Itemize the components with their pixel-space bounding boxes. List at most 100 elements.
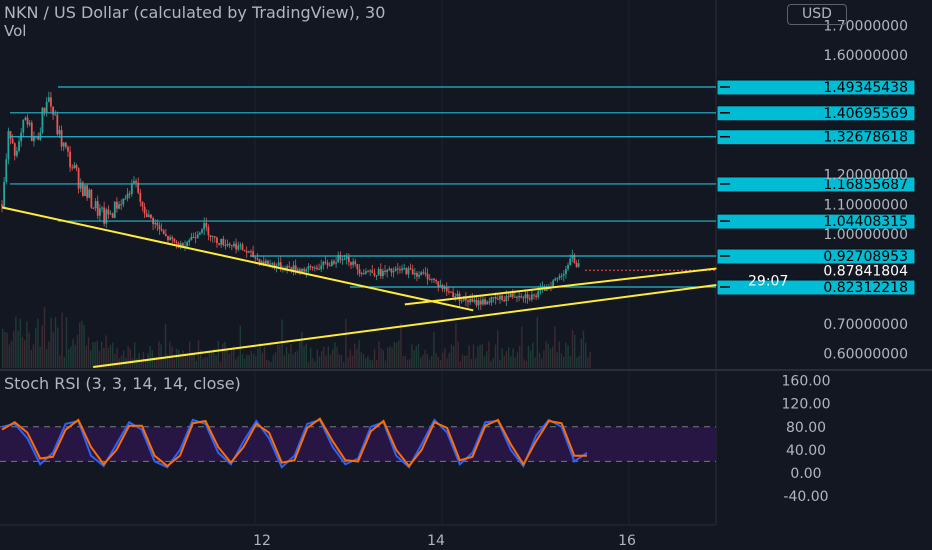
volume-bar [30, 350, 32, 368]
candle-body [220, 238, 223, 245]
volume-bar [63, 356, 65, 368]
volume-bar [512, 348, 514, 368]
volume-bar [325, 355, 327, 368]
candle-body [307, 266, 310, 270]
candle-body [88, 189, 91, 198]
candle-body [471, 298, 474, 302]
candle-body [264, 260, 267, 264]
volume-bar [43, 307, 46, 368]
candle-body [388, 268, 391, 270]
symbol-title[interactable]: NKN / US Dollar (calculated by TradingVi… [4, 3, 386, 22]
candle-body [520, 295, 523, 298]
indicator-axis-tick: 0.00 [790, 466, 821, 482]
volume-bar [585, 342, 587, 368]
volume-bar [479, 344, 481, 368]
candle-body [69, 151, 71, 168]
volume-bar [164, 324, 167, 368]
volume-bar [129, 348, 131, 368]
candle-body [54, 114, 57, 116]
candle-body [420, 272, 423, 275]
volume-bar [21, 336, 24, 368]
candle-body [422, 272, 425, 274]
candle-body [413, 272, 416, 275]
candle-body [218, 243, 220, 245]
volume-bar [257, 348, 259, 368]
candle-body [505, 296, 508, 302]
volume-bar [145, 359, 147, 368]
volume-bar [296, 350, 299, 368]
candle-body [496, 298, 499, 300]
stoch-rsi-label[interactable]: Stoch RSI (3, 3, 14, 14, close) [4, 374, 241, 393]
candle-body [96, 201, 99, 216]
volume-bar [180, 353, 182, 368]
volume-bar [87, 337, 90, 368]
candle-body [28, 122, 31, 125]
volume-bar [569, 356, 571, 368]
volume-bar [156, 356, 158, 368]
volume-bar [85, 345, 87, 368]
candle-body [254, 257, 257, 259]
candle-body [460, 300, 463, 302]
candle-body [503, 299, 506, 302]
volume-bar [314, 361, 316, 368]
volume-bar [237, 356, 239, 368]
volume-bar [46, 348, 48, 368]
volume-bar [305, 343, 307, 368]
candle-body [445, 286, 448, 292]
volume-bar [312, 357, 314, 368]
volume-bar [182, 350, 184, 368]
candle-body [482, 299, 484, 305]
indicator-axis-tick: 40.00 [786, 443, 826, 459]
candle-body [199, 232, 201, 235]
candle-body [273, 263, 276, 268]
volume-bar [15, 316, 17, 368]
candle-body [369, 270, 372, 272]
volume-bar [543, 350, 545, 368]
volume-bar [246, 354, 248, 368]
candle-body [190, 236, 193, 240]
currency-button[interactable]: USD [787, 4, 847, 25]
volume-bar [356, 348, 358, 368]
candle-body [322, 261, 325, 266]
volume-bar [263, 346, 266, 368]
candle-body [24, 117, 27, 120]
volume-bar [28, 332, 30, 368]
candle-body [418, 274, 420, 277]
candle-body [318, 268, 320, 270]
volume-bar [226, 348, 228, 368]
price-label-box [716, 213, 916, 230]
candle-body [58, 130, 61, 135]
candle-body [337, 254, 340, 263]
volume-bar [92, 342, 94, 368]
price-label-box [716, 129, 916, 146]
candle-body [501, 295, 503, 300]
volume-bar [459, 361, 461, 368]
candle-body [79, 182, 82, 189]
candle-body [243, 249, 246, 252]
volume-bar [340, 355, 343, 368]
volume-bar [494, 344, 497, 368]
volume-bar [362, 354, 365, 368]
volume-bar [134, 342, 136, 368]
volume-bar [567, 345, 569, 368]
volume-bar [523, 359, 525, 368]
volume-bar [59, 355, 61, 368]
candle-body [335, 262, 337, 264]
candle-body [475, 299, 478, 306]
candle-body [269, 263, 272, 265]
candle-body [13, 143, 16, 156]
volume-bar [200, 350, 202, 368]
volume-bar [560, 353, 563, 368]
candle-body [528, 298, 531, 300]
volume-bar [61, 312, 63, 368]
volume-bar [140, 361, 142, 368]
volume-bar [224, 341, 226, 368]
candle-body [245, 251, 248, 253]
candle-body [235, 243, 237, 250]
volume-bar [290, 344, 292, 368]
candle-body [188, 239, 191, 243]
candle-body [354, 261, 357, 264]
candle-body [565, 269, 567, 275]
candle-body [71, 167, 74, 169]
